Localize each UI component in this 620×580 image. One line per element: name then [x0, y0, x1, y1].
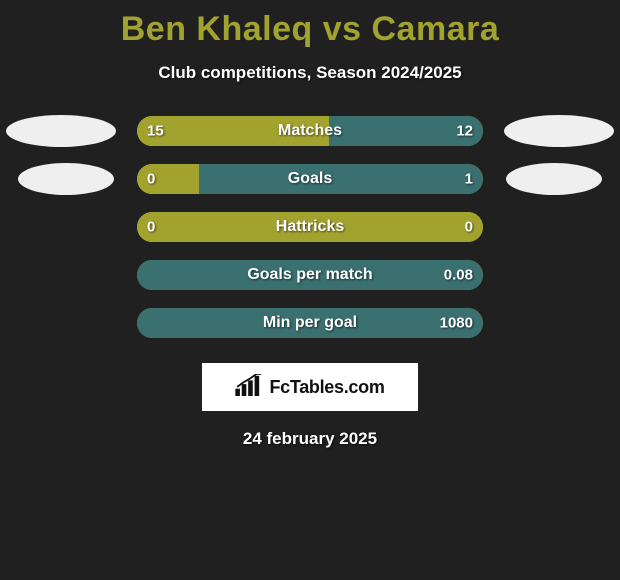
metric-row: 0.08 Goals per match: [0, 259, 620, 291]
metric-label: Goals per match: [247, 266, 372, 284]
right-value: 0: [465, 219, 473, 236]
metric-bar: 0 1 Goals: [137, 164, 483, 194]
metric-row: 0 0 Hattricks: [0, 211, 620, 243]
right-value: 1: [465, 171, 473, 188]
left-ellipse: [18, 163, 114, 195]
page-title: Ben Khaleq vs Camara: [121, 10, 500, 49]
metric-label: Min per goal: [263, 314, 357, 332]
bar-segment-right: [199, 164, 483, 194]
right-ellipse: [504, 211, 614, 243]
metric-label: Hattricks: [276, 218, 344, 236]
left-ellipse: [6, 307, 116, 339]
left-value: 0: [147, 171, 155, 188]
metric-bar: 0 0 Hattricks: [137, 212, 483, 242]
metric-row: 15 12 Matches: [0, 115, 620, 147]
metric-label: Goals: [288, 170, 332, 188]
left-ellipse: [6, 211, 116, 243]
metric-bar: 1080 Min per goal: [137, 308, 483, 338]
site-logo: FcTables.com: [202, 363, 418, 411]
metric-row: 0 1 Goals: [0, 163, 620, 195]
left-ellipse: [6, 115, 116, 147]
logo-text: FcTables.com: [269, 377, 384, 398]
comparison-card: Ben Khaleq vs Camara Club competitions, …: [0, 0, 620, 449]
metric-bar: 0.08 Goals per match: [137, 260, 483, 290]
metric-row: 1080 Min per goal: [0, 307, 620, 339]
left-value: 0: [147, 219, 155, 236]
chart-icon: [235, 374, 265, 401]
right-ellipse: [506, 163, 602, 195]
right-value: 12: [456, 123, 473, 140]
right-ellipse: [504, 259, 614, 291]
left-ellipse: [6, 259, 116, 291]
right-ellipse: [504, 115, 614, 147]
right-value: 0.08: [444, 267, 473, 284]
date-label: 24 february 2025: [243, 429, 377, 449]
left-value: 15: [147, 123, 164, 140]
metric-label: Matches: [278, 122, 342, 140]
right-ellipse: [504, 307, 614, 339]
right-value: 1080: [440, 315, 473, 332]
metric-bar: 15 12 Matches: [137, 116, 483, 146]
subtitle: Club competitions, Season 2024/2025: [158, 63, 461, 83]
metrics-rows: 15 12 Matches 0 1 Goals 0 0 Hattricks 0.08 Goals p…: [0, 115, 620, 339]
